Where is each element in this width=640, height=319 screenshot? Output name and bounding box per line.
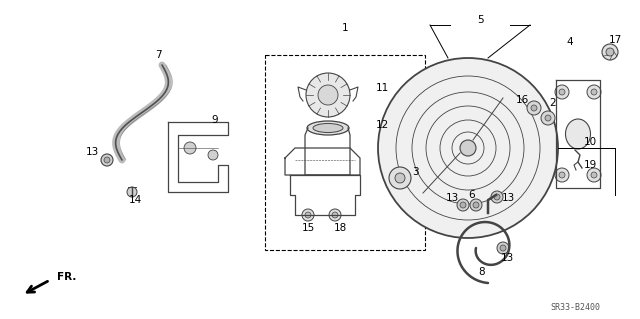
Circle shape xyxy=(184,142,196,154)
Circle shape xyxy=(318,85,338,105)
Circle shape xyxy=(587,168,601,182)
Circle shape xyxy=(587,85,601,99)
Text: 18: 18 xyxy=(333,223,347,233)
Circle shape xyxy=(470,199,482,211)
Bar xyxy=(265,55,425,250)
Text: 5: 5 xyxy=(477,15,483,25)
Circle shape xyxy=(491,191,503,203)
Text: 19: 19 xyxy=(584,160,596,170)
Circle shape xyxy=(606,48,614,56)
Circle shape xyxy=(559,172,565,178)
Circle shape xyxy=(473,202,479,208)
Circle shape xyxy=(500,245,506,251)
Circle shape xyxy=(302,209,314,221)
Circle shape xyxy=(460,140,476,156)
Circle shape xyxy=(545,115,551,121)
Ellipse shape xyxy=(566,119,591,149)
Text: 2: 2 xyxy=(550,98,556,108)
Text: FR.: FR. xyxy=(57,272,76,282)
Circle shape xyxy=(306,73,350,117)
Text: 13: 13 xyxy=(501,193,515,203)
Circle shape xyxy=(591,172,597,178)
Text: 13: 13 xyxy=(500,253,514,263)
Text: 9: 9 xyxy=(212,115,218,125)
Circle shape xyxy=(332,212,338,218)
Circle shape xyxy=(305,212,311,218)
Circle shape xyxy=(208,150,218,160)
Circle shape xyxy=(527,101,541,115)
Text: 13: 13 xyxy=(85,147,99,157)
Text: 8: 8 xyxy=(479,267,485,277)
Circle shape xyxy=(457,199,469,211)
Text: 12: 12 xyxy=(376,120,388,130)
Circle shape xyxy=(378,58,558,238)
Ellipse shape xyxy=(313,123,343,132)
Text: 7: 7 xyxy=(155,50,161,60)
Circle shape xyxy=(531,105,537,111)
Circle shape xyxy=(494,194,500,200)
Circle shape xyxy=(555,168,569,182)
Circle shape xyxy=(460,202,466,208)
Circle shape xyxy=(127,187,137,197)
Circle shape xyxy=(329,209,341,221)
Text: 4: 4 xyxy=(566,37,573,47)
Circle shape xyxy=(555,85,569,99)
Text: 17: 17 xyxy=(609,35,621,45)
Text: 16: 16 xyxy=(515,95,529,105)
Circle shape xyxy=(541,111,555,125)
Text: 11: 11 xyxy=(376,83,388,93)
Text: 1: 1 xyxy=(342,23,348,33)
Text: 15: 15 xyxy=(301,223,315,233)
Circle shape xyxy=(591,89,597,95)
Circle shape xyxy=(559,89,565,95)
Circle shape xyxy=(101,154,113,166)
Circle shape xyxy=(395,173,405,183)
Circle shape xyxy=(602,44,618,60)
Circle shape xyxy=(497,242,509,254)
Text: 10: 10 xyxy=(584,137,596,147)
Circle shape xyxy=(389,167,411,189)
Circle shape xyxy=(104,157,110,163)
Text: 14: 14 xyxy=(129,195,141,205)
Text: 13: 13 xyxy=(445,193,459,203)
Text: SR33-B2400: SR33-B2400 xyxy=(550,303,600,313)
Text: 6: 6 xyxy=(468,190,476,200)
Text: 3: 3 xyxy=(412,167,419,177)
Ellipse shape xyxy=(307,121,349,135)
